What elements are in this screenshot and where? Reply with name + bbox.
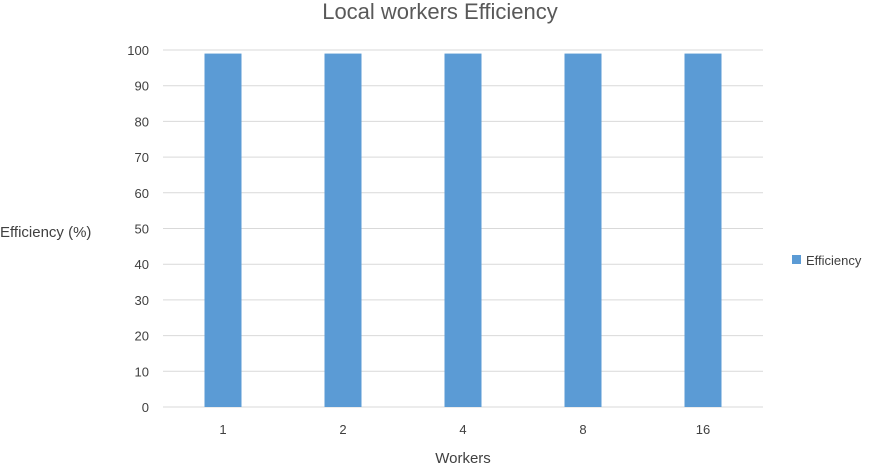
y-tick-label: 20 bbox=[135, 329, 149, 344]
x-axis-label: Workers bbox=[435, 450, 491, 464]
x-tick-label: 2 bbox=[339, 422, 346, 437]
x-tick-label: 1 bbox=[219, 422, 226, 437]
chart-title: Local workers Efficiency bbox=[322, 0, 558, 24]
x-tick-label: 16 bbox=[696, 422, 710, 437]
y-axis-label: Efficiency (%) bbox=[0, 224, 91, 241]
bar-workers-2 bbox=[324, 53, 362, 407]
x-tick-label: 8 bbox=[579, 422, 586, 437]
bar-workers-4 bbox=[444, 53, 482, 407]
y-tick-label: 10 bbox=[135, 364, 149, 379]
legend: Efficiency bbox=[792, 253, 862, 268]
x-tick-label: 4 bbox=[459, 422, 466, 437]
y-tick-label: 90 bbox=[135, 79, 149, 94]
x-axis-tick-labels: 1 2 4 8 16 bbox=[219, 422, 710, 437]
y-tick-label: 60 bbox=[135, 186, 149, 201]
y-tick-label: 40 bbox=[135, 257, 149, 272]
legend-label-efficiency: Efficiency bbox=[806, 253, 862, 268]
bars bbox=[204, 53, 722, 407]
y-tick-label: 0 bbox=[142, 400, 149, 415]
y-tick-label: 50 bbox=[135, 222, 149, 237]
bar-workers-1 bbox=[204, 53, 242, 407]
y-tick-label: 70 bbox=[135, 150, 149, 165]
bar-workers-16 bbox=[684, 53, 722, 407]
bar-workers-8 bbox=[564, 53, 602, 407]
legend-swatch-efficiency bbox=[792, 255, 801, 264]
y-tick-label: 30 bbox=[135, 293, 149, 308]
y-tick-label: 80 bbox=[135, 114, 149, 129]
y-tick-label: 100 bbox=[127, 43, 149, 58]
y-axis-tick-labels: 0 10 20 30 40 50 60 70 80 90 100 bbox=[127, 43, 149, 415]
